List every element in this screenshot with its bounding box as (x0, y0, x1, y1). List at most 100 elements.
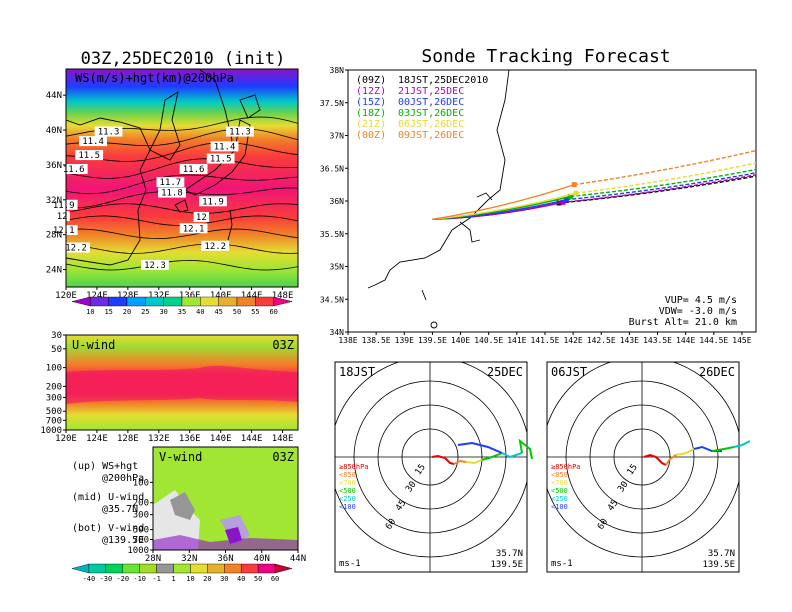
map-lat-label: 35N (330, 263, 345, 272)
track-legend: (09Z) 18JST,25DEC2010 (12Z) 21JST,25DEC (15Z… (356, 75, 488, 141)
ws-contour-label-text: 11.4 (214, 142, 236, 152)
v-colorbar-swatch (224, 563, 242, 574)
ws-colorbar-label: 40 (196, 308, 204, 316)
ws-contour-label-bg (199, 196, 227, 207)
track-legend-utc: (18Z) (356, 108, 386, 119)
track-legend-jst: 21JST,25DEC (398, 86, 464, 97)
v-colorbar-swatch (156, 563, 174, 574)
u-lon-label: 124E (86, 434, 108, 444)
ws-lat-label: 28N (46, 231, 62, 241)
u-level-label: 700 (46, 416, 62, 426)
hodo-trace (453, 459, 467, 465)
hodo-trace (465, 459, 483, 465)
map-lon-label: 145E (732, 336, 751, 345)
hodo-lat: 35.7N (708, 549, 735, 559)
v-colorbar-swatch (88, 563, 107, 574)
ws-colorbar-label: 50 (233, 308, 241, 316)
v-level-label: 200 (133, 499, 149, 509)
ws-contour-label-text: 11.8 (161, 189, 183, 199)
track-lon-axis: 138E 138.5E 139E 139.5E 140E 140.5E 141E 141.5E… (338, 332, 752, 345)
v-colorbar-label: -40 (83, 575, 96, 583)
hodo-rings (547, 362, 739, 572)
v-colorbar-label: -10 (133, 575, 146, 583)
ws-colorbar-label: 10 (86, 308, 94, 316)
track-burst-marker (571, 182, 577, 188)
ws-contour-label: 11.3 (94, 126, 123, 138)
ws-contour-label: 11.5 (206, 153, 235, 165)
map-lat-label: 37N (330, 132, 345, 141)
track-param: Burst Alt= 21.0 km (629, 317, 737, 328)
map-lat-label: 34N (330, 328, 345, 337)
ws-colorbar-swatch (273, 296, 293, 307)
panel-legend-notes: (up) WS+hgt@200hPa (mid) U-wind@35.7N (bot… (72, 461, 144, 546)
ws-contour-labels: 11.3 11.311.411.411.5 11.511.6 11.611.711.8… (49, 126, 254, 271)
track-burst-marker (567, 193, 573, 199)
ws-lat-label: 40N (46, 126, 62, 136)
v-colorbar-swatch (241, 563, 259, 574)
track-descent (575, 162, 757, 194)
track-legend-jst: 03JST,26DEC (398, 108, 464, 119)
v-colorbar-label: 40 (237, 575, 245, 583)
ws-contour-label-text: 11.4 (82, 137, 104, 147)
v-colorbar-swatch (257, 563, 276, 574)
panel-note-sub: @200hPa (102, 473, 144, 484)
ws-contour-label: 12.1 (179, 223, 208, 234)
ws-contour-label: 12 (193, 211, 210, 223)
v-wind-time: 03Z (272, 450, 294, 464)
hodo-trace (501, 452, 523, 459)
u-level-label: 50 (51, 345, 62, 355)
u-level-label: 1000 (40, 426, 62, 436)
u-lon-label: 136E (179, 434, 201, 444)
map-lat-label: 36.5N (320, 164, 344, 173)
ws-contour (65, 203, 299, 214)
ws-contour-label-text: 12 (196, 213, 207, 223)
map-lon-label: 142.5E (587, 336, 616, 345)
ws-colorbar-swatch (108, 296, 128, 307)
v-wind-ground (153, 535, 298, 550)
ws-contour-label-text: 12.2 (204, 242, 226, 252)
ws-colorbar-label: 45 (214, 308, 222, 316)
v-colorbar-label: 20 (203, 575, 211, 583)
ws-colorbar-swatch (163, 296, 183, 307)
hodo-level-legend: <700 (551, 479, 568, 487)
ws-lat-label: 32N (46, 196, 62, 206)
u-lon-label: 148E (272, 434, 294, 444)
hodo-lat: 35.7N (496, 549, 523, 559)
u-wind-time: 03Z (272, 338, 294, 352)
hodo-date: 25DEC (487, 365, 523, 379)
ws-contour-label-bg (79, 136, 107, 147)
ws-contour-label: 12.2 (62, 242, 90, 254)
track-legend-utc: (12Z) (356, 86, 386, 97)
track-lat-axis: 38N 37.5N 37N 36.5N 36N 35.5N 35N 34.5N 34N (320, 66, 348, 337)
v-lat-label: 32N (181, 554, 197, 564)
ws-contour-label: 11.4 (210, 141, 239, 152)
hodo-trace (733, 440, 751, 448)
ws-contour-label-bg (210, 141, 239, 152)
v-colorbar-swatch (71, 563, 90, 574)
hodo-frame (334, 361, 528, 573)
ws-lon-label: 140E (210, 291, 232, 301)
panel-note-title: (mid) U-wind (72, 492, 144, 503)
ws-contour (65, 142, 299, 162)
ws-contour-label-bg (179, 164, 208, 175)
hodo-level-legend: <850 (339, 471, 356, 479)
panel-note-sub: @139.5E (102, 535, 144, 546)
ws-contour-label-text: 12.1 (53, 226, 75, 236)
ws-contour-label-text: 12.1 (183, 224, 205, 234)
ws-lon-label: 120E (55, 291, 77, 301)
track-ascent (432, 192, 577, 221)
hodo-level-legend: <250 (551, 495, 568, 503)
hodo-level-legend: <500 (339, 487, 356, 495)
v-colorbar-label: 1 (171, 575, 175, 583)
map-lon-label: 140E (451, 336, 470, 345)
panel-note-title: (bot) V-wind (72, 523, 144, 534)
panel-note-sub: @35.7N (102, 504, 138, 515)
track-burst-marker (563, 197, 569, 203)
hodo-unit: ms-1 (339, 559, 361, 569)
hodo-level-legend: ≥850hPa (551, 463, 581, 471)
